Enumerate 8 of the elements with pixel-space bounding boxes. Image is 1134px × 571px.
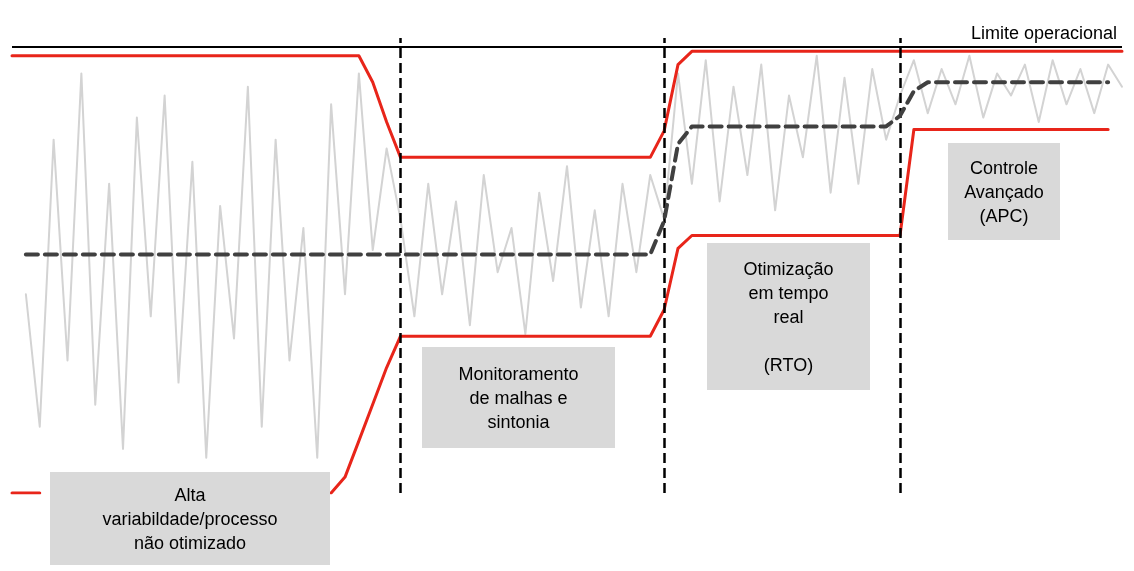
- label-box: Controle Avançado (APC): [948, 143, 1060, 240]
- label-box: Monitoramento de malhas e sintonia: [422, 347, 615, 448]
- annotation: Alta variabildade/processo não otimizado: [102, 483, 278, 555]
- label-box: Alta variabildade/processo não otimizado: [50, 472, 330, 565]
- label-box: Otimização em tempo real (RTO): [707, 243, 870, 390]
- annotation: Controle Avançado (APC): [964, 156, 1044, 228]
- annotation: Monitoramento de malhas e sintonia: [458, 362, 579, 434]
- ref-line-label: Limite operacional: [970, 22, 1117, 43]
